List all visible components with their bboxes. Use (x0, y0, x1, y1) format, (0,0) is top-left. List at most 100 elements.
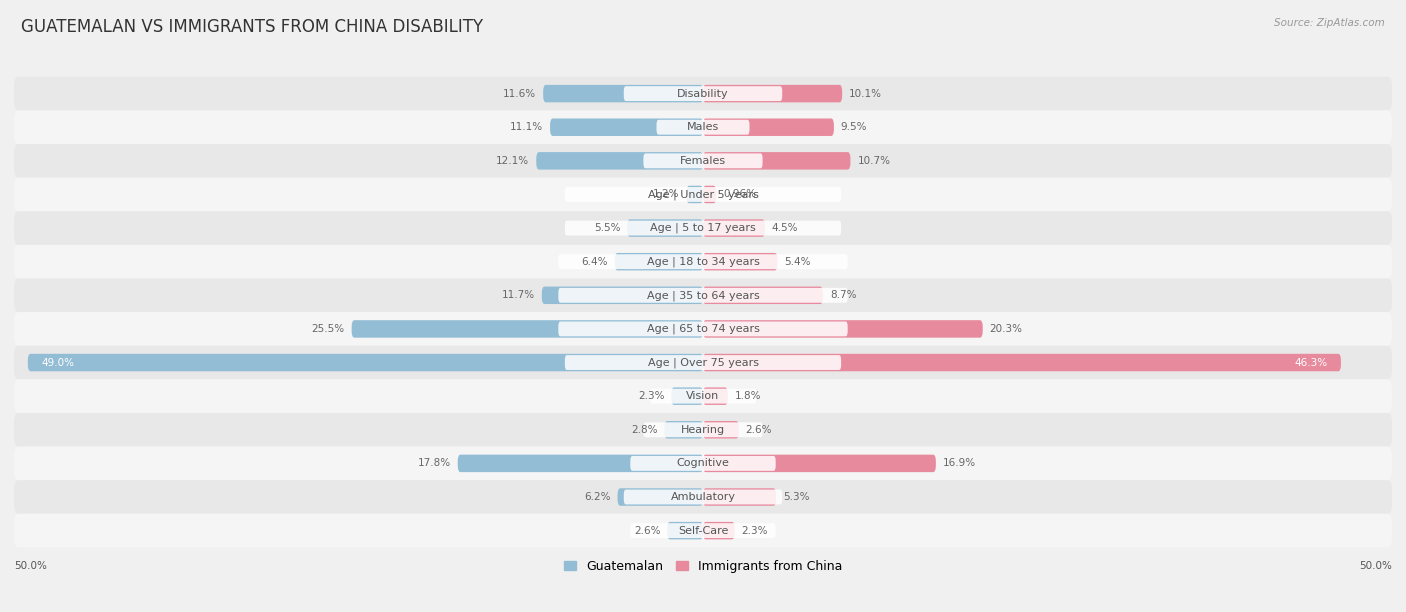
Text: 1.8%: 1.8% (735, 391, 761, 401)
FancyBboxPatch shape (668, 522, 703, 539)
FancyBboxPatch shape (630, 456, 776, 471)
Text: Females: Females (681, 156, 725, 166)
FancyBboxPatch shape (665, 421, 703, 439)
Text: 1.2%: 1.2% (652, 190, 679, 200)
FancyBboxPatch shape (703, 320, 983, 338)
Text: 6.2%: 6.2% (583, 492, 610, 502)
Text: 6.4%: 6.4% (582, 256, 607, 267)
Text: 9.5%: 9.5% (841, 122, 868, 132)
FancyBboxPatch shape (565, 355, 841, 370)
FancyBboxPatch shape (671, 387, 703, 405)
FancyBboxPatch shape (541, 286, 703, 304)
FancyBboxPatch shape (550, 119, 703, 136)
FancyBboxPatch shape (14, 413, 1392, 447)
FancyBboxPatch shape (614, 253, 703, 271)
FancyBboxPatch shape (686, 185, 703, 203)
FancyBboxPatch shape (558, 288, 848, 303)
Text: 2.6%: 2.6% (745, 425, 772, 435)
Text: 25.5%: 25.5% (312, 324, 344, 334)
FancyBboxPatch shape (14, 177, 1392, 211)
FancyBboxPatch shape (14, 312, 1392, 346)
Text: 46.3%: 46.3% (1294, 357, 1327, 368)
Text: 4.5%: 4.5% (772, 223, 799, 233)
FancyBboxPatch shape (543, 85, 703, 102)
FancyBboxPatch shape (565, 187, 841, 202)
Text: Source: ZipAtlas.com: Source: ZipAtlas.com (1274, 18, 1385, 28)
Text: Age | Over 75 years: Age | Over 75 years (648, 357, 758, 368)
FancyBboxPatch shape (650, 389, 756, 403)
FancyBboxPatch shape (14, 379, 1392, 413)
Text: 2.6%: 2.6% (634, 526, 661, 536)
FancyBboxPatch shape (644, 422, 762, 437)
Text: GUATEMALAN VS IMMIGRANTS FROM CHINA DISABILITY: GUATEMALAN VS IMMIGRANTS FROM CHINA DISA… (21, 18, 484, 36)
Text: 50.0%: 50.0% (14, 561, 46, 571)
Text: 2.3%: 2.3% (741, 526, 768, 536)
Text: 5.3%: 5.3% (783, 492, 810, 502)
Text: 49.0%: 49.0% (42, 357, 75, 368)
FancyBboxPatch shape (14, 211, 1392, 245)
Text: 20.3%: 20.3% (990, 324, 1022, 334)
FancyBboxPatch shape (14, 110, 1392, 144)
FancyBboxPatch shape (644, 154, 762, 168)
FancyBboxPatch shape (703, 488, 776, 506)
FancyBboxPatch shape (624, 86, 782, 101)
FancyBboxPatch shape (14, 245, 1392, 278)
FancyBboxPatch shape (703, 253, 778, 271)
Text: 11.7%: 11.7% (502, 290, 534, 300)
Text: 16.9%: 16.9% (943, 458, 976, 468)
FancyBboxPatch shape (352, 320, 703, 338)
Text: 11.6%: 11.6% (503, 89, 536, 99)
Text: 17.8%: 17.8% (418, 458, 451, 468)
Text: 10.1%: 10.1% (849, 89, 882, 99)
Text: Ambulatory: Ambulatory (671, 492, 735, 502)
FancyBboxPatch shape (703, 85, 842, 102)
FancyBboxPatch shape (565, 221, 841, 236)
FancyBboxPatch shape (624, 490, 782, 504)
FancyBboxPatch shape (536, 152, 703, 170)
FancyBboxPatch shape (558, 321, 848, 337)
FancyBboxPatch shape (630, 523, 776, 538)
Text: 0.96%: 0.96% (723, 190, 756, 200)
FancyBboxPatch shape (703, 354, 1341, 371)
Text: 10.7%: 10.7% (858, 156, 890, 166)
FancyBboxPatch shape (703, 455, 936, 472)
FancyBboxPatch shape (703, 152, 851, 170)
Text: Self-Care: Self-Care (678, 526, 728, 536)
Text: Vision: Vision (686, 391, 720, 401)
FancyBboxPatch shape (14, 480, 1392, 514)
FancyBboxPatch shape (14, 144, 1392, 177)
Text: 12.1%: 12.1% (496, 156, 530, 166)
Text: 2.8%: 2.8% (631, 425, 658, 435)
FancyBboxPatch shape (703, 286, 823, 304)
Text: Males: Males (688, 122, 718, 132)
FancyBboxPatch shape (627, 219, 703, 237)
Legend: Guatemalan, Immigrants from China: Guatemalan, Immigrants from China (558, 555, 848, 578)
FancyBboxPatch shape (14, 278, 1392, 312)
FancyBboxPatch shape (14, 346, 1392, 379)
Text: 50.0%: 50.0% (1360, 561, 1392, 571)
FancyBboxPatch shape (458, 455, 703, 472)
Text: 11.1%: 11.1% (510, 122, 543, 132)
Text: Age | Under 5 years: Age | Under 5 years (648, 189, 758, 200)
FancyBboxPatch shape (703, 185, 716, 203)
FancyBboxPatch shape (703, 522, 735, 539)
FancyBboxPatch shape (703, 387, 728, 405)
FancyBboxPatch shape (703, 219, 765, 237)
Text: Age | 18 to 34 years: Age | 18 to 34 years (647, 256, 759, 267)
Text: 2.3%: 2.3% (638, 391, 665, 401)
Text: 5.5%: 5.5% (593, 223, 620, 233)
Text: Age | 65 to 74 years: Age | 65 to 74 years (647, 324, 759, 334)
FancyBboxPatch shape (617, 488, 703, 506)
FancyBboxPatch shape (558, 254, 848, 269)
FancyBboxPatch shape (14, 76, 1392, 110)
Text: 5.4%: 5.4% (785, 256, 811, 267)
Text: Age | 5 to 17 years: Age | 5 to 17 years (650, 223, 756, 233)
FancyBboxPatch shape (657, 120, 749, 135)
FancyBboxPatch shape (28, 354, 703, 371)
Text: Hearing: Hearing (681, 425, 725, 435)
FancyBboxPatch shape (14, 514, 1392, 548)
Text: Age | 35 to 64 years: Age | 35 to 64 years (647, 290, 759, 300)
FancyBboxPatch shape (14, 447, 1392, 480)
FancyBboxPatch shape (703, 421, 738, 439)
Text: Cognitive: Cognitive (676, 458, 730, 468)
